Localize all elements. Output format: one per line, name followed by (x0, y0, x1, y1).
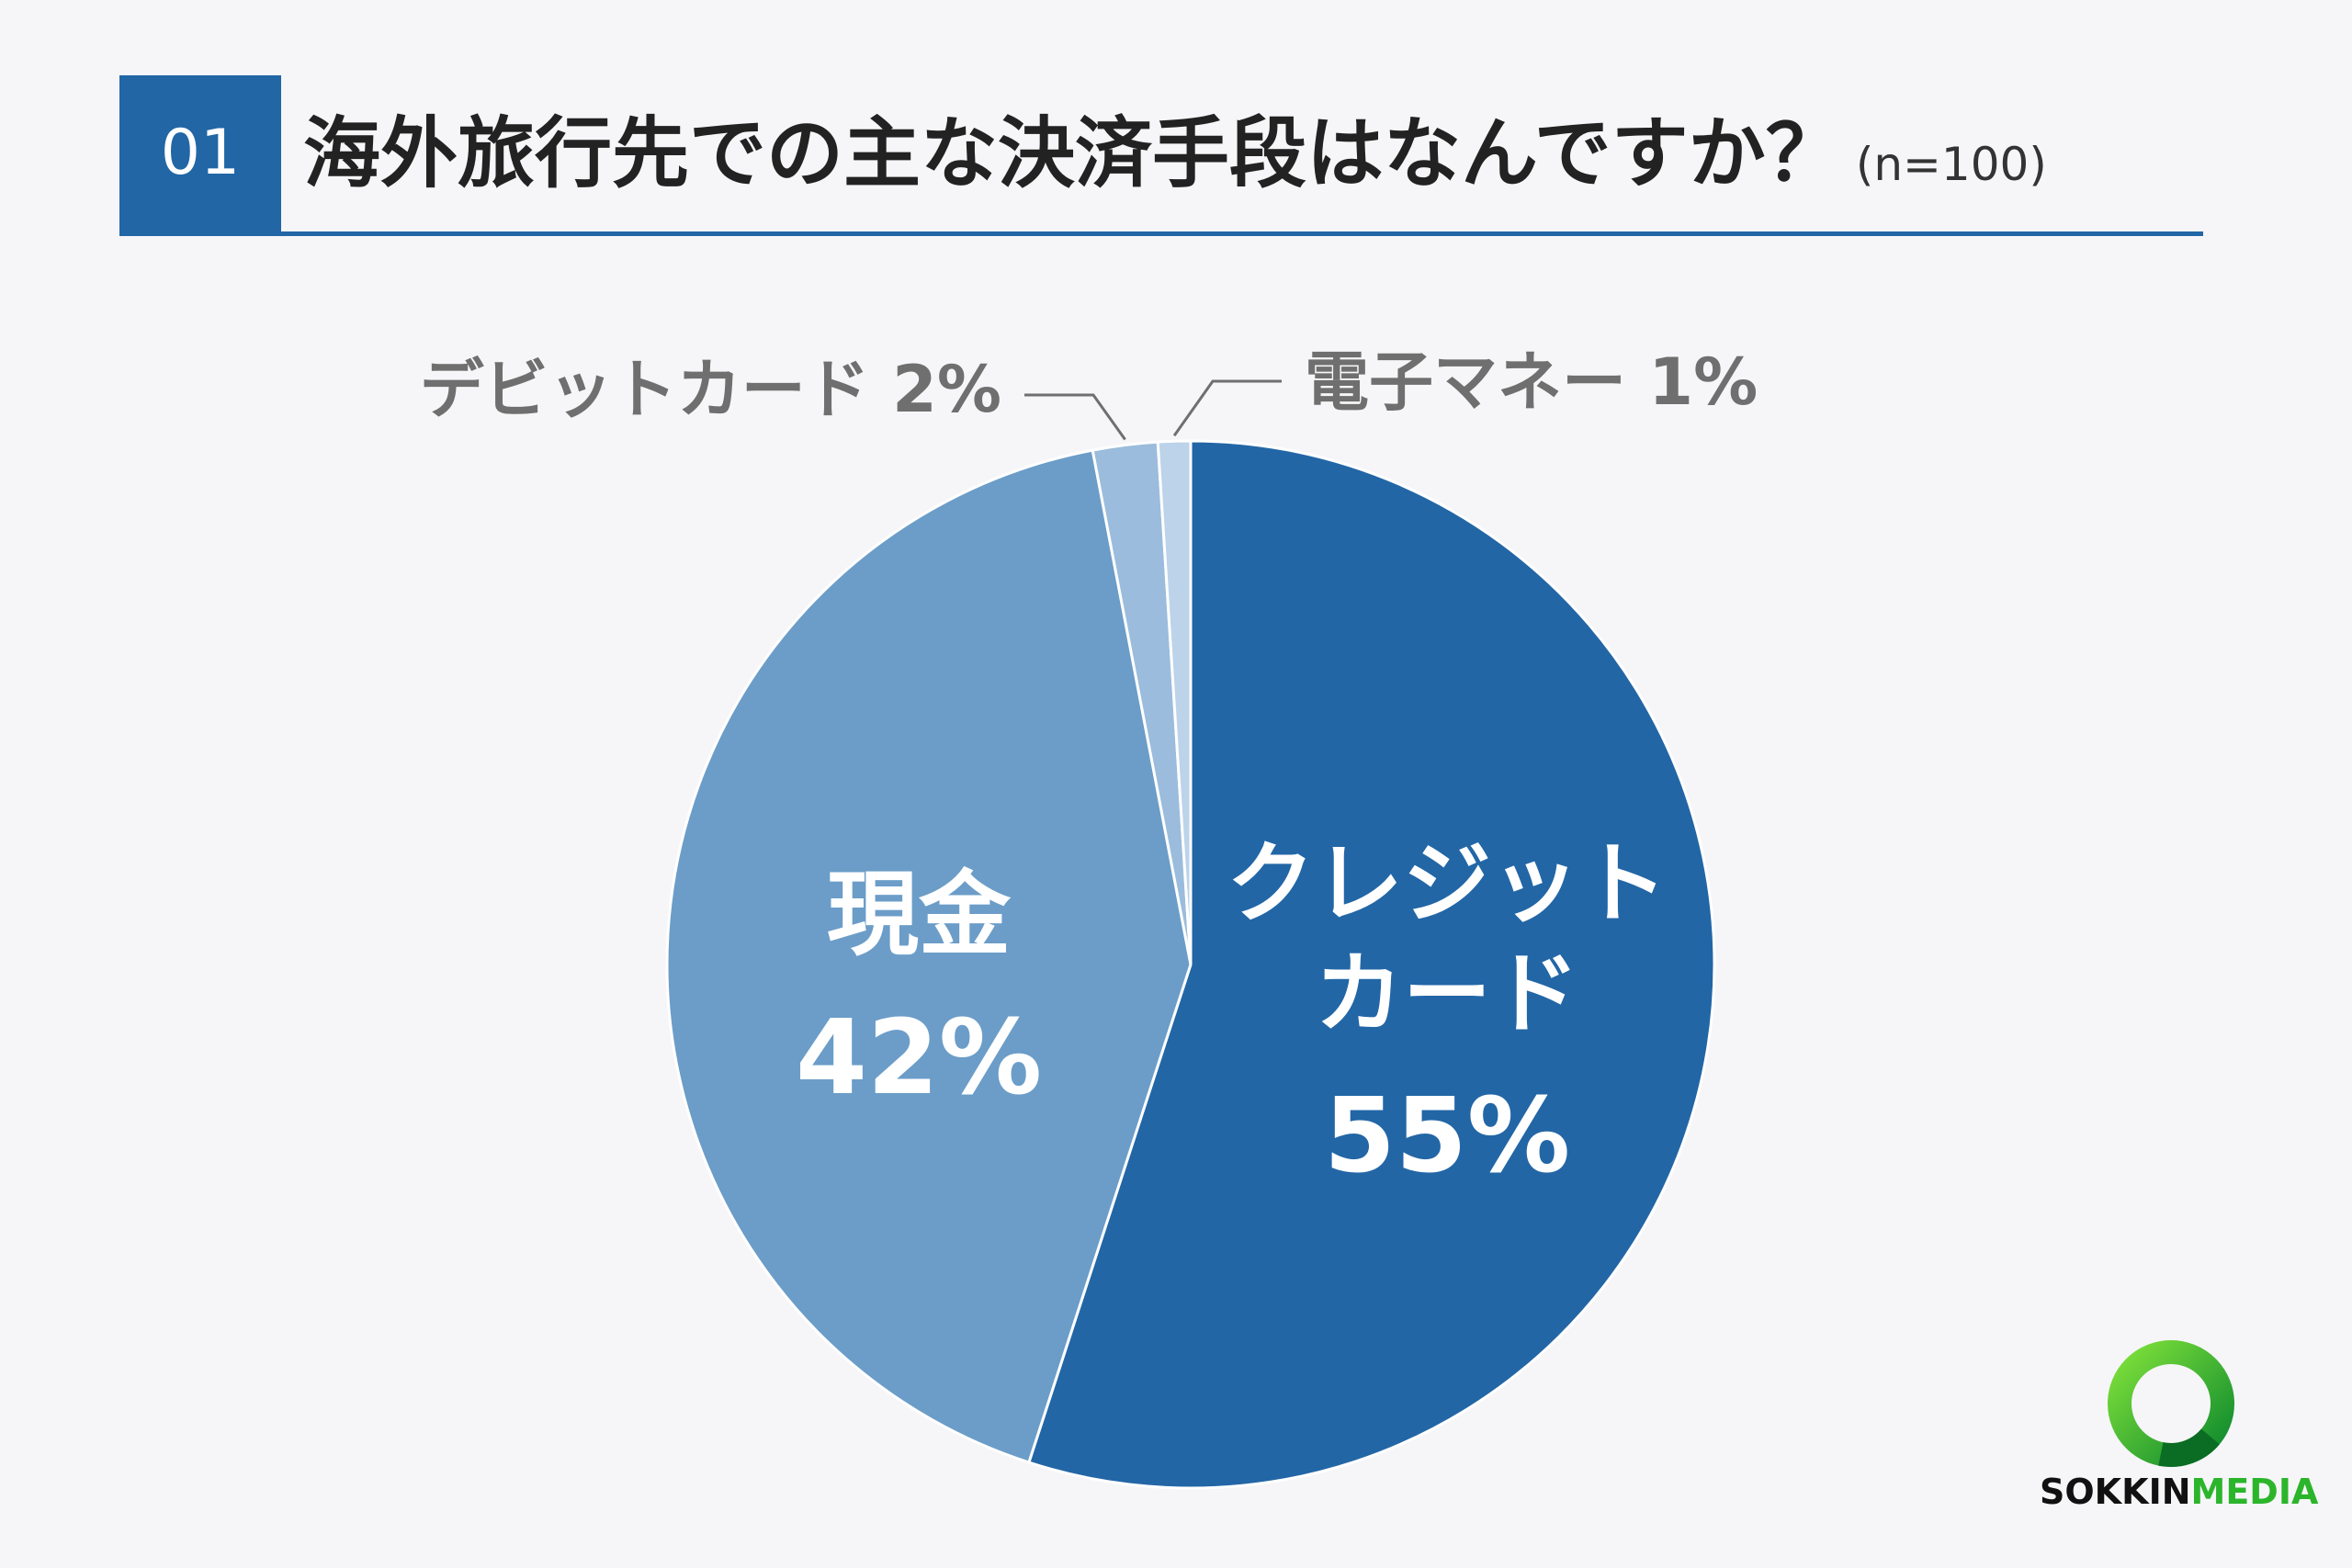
slice-label-1: 現金 (827, 861, 1012, 968)
slice-label-3: 電子マネー 1% (1305, 344, 1758, 420)
pie-slice-1 (665, 448, 1193, 1464)
chart-header: 01 海外旅行先での主な決済手段はなんですか？ (n=100) (119, 75, 2203, 237)
question-number-badge: 01 (119, 75, 281, 231)
sokkin-media-logo: SOKKINMEDIA (2040, 1332, 2318, 1534)
logo-brand-a: SOKKIN (2040, 1472, 2191, 1512)
logo-ring-icon (2108, 1340, 2234, 1467)
sample-size: (n=100) (1855, 138, 2047, 191)
slice-label-2: デビットカード 2% (420, 352, 1001, 427)
leader-line-2 (1024, 393, 1126, 441)
slice-value-0: 55% (1324, 1077, 1570, 1196)
pie-slice-0 (1026, 439, 1716, 1490)
slice-label-0-line2: カード (1315, 942, 1579, 1045)
title-underline (119, 231, 2203, 236)
logo-text: SOKKINMEDIA (2040, 1472, 2318, 1512)
slice-value-1: 42% (796, 998, 1042, 1118)
chart-title-text: 海外旅行先での主な決済手段はなんですか？ (303, 108, 1843, 198)
pie-slices (665, 439, 1716, 1490)
pie-slice-3 (1156, 439, 1193, 965)
logo-brand-b: MEDIA (2190, 1472, 2319, 1512)
slice-label-0-line1: クレジット (1227, 832, 1668, 935)
chart-title: 海外旅行先での主な決済手段はなんですか？ (n=100) (303, 75, 2047, 231)
leader-line-3 (1172, 379, 1282, 437)
